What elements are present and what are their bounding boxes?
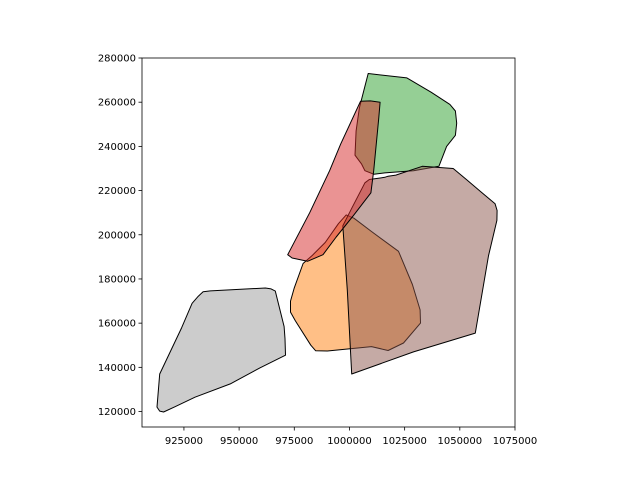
x-tick-label: 1025000	[382, 436, 427, 447]
plot-frame	[141, 57, 516, 428]
x-tick-label: 1075000	[493, 436, 538, 447]
y-tick-label: 280000	[98, 54, 136, 65]
y-tick-label: 200000	[98, 230, 136, 241]
polygon-shape-0	[156, 287, 286, 413]
x-tick-label: 950000	[220, 436, 258, 447]
x-tick-label: 975000	[275, 436, 313, 447]
x-axis: 925000 950000 975000 1000000 1025000 1050000 1…	[165, 427, 537, 447]
y-tick-label: 220000	[98, 186, 136, 197]
x-tick-label: 1050000	[438, 436, 483, 447]
y-tick-label: 160000	[98, 319, 136, 330]
x-tick-label: 925000	[165, 436, 203, 447]
y-tick-label: 260000	[98, 98, 136, 109]
y-tick-label: 140000	[98, 363, 136, 374]
polygon-shape-4	[287, 100, 381, 262]
y-tick-label: 180000	[98, 274, 136, 285]
y-tick-label: 120000	[98, 407, 136, 418]
x-tick-label: 1000000	[327, 436, 372, 447]
y-axis: 120000 140000 160000 180000 200000 220000 2400…	[98, 54, 142, 418]
polygon-layer	[156, 73, 498, 413]
y-tick-label: 240000	[98, 142, 136, 153]
